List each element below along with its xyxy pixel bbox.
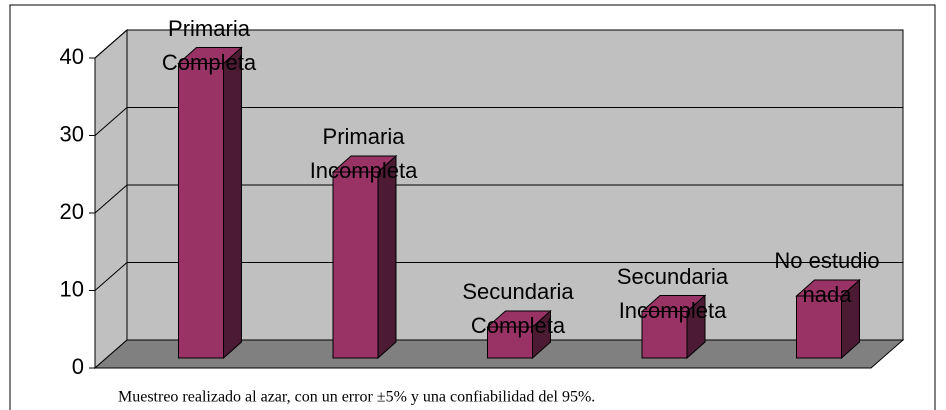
caption: Muestreo realizado al azar, con un error…: [118, 389, 595, 406]
category-label: Primaria Completa: [161, 15, 257, 75]
bar: [796, 295, 842, 359]
category-label: Secundaria Incompleta: [616, 263, 729, 323]
y-tick-label: 0: [72, 354, 84, 379]
bar: [332, 171, 379, 359]
grid-line: [94, 29, 128, 59]
bar: [178, 63, 224, 359]
y-tick-label: 10: [60, 276, 84, 301]
category-label: Secundaria Completa: [462, 279, 574, 338]
bar-side: [223, 46, 242, 360]
category-label: No estudio nada: [774, 248, 880, 307]
y-tick-label: 20: [60, 199, 84, 224]
category-label: Primaria Incompleta: [309, 124, 418, 183]
bar: [641, 311, 688, 359]
bar: [487, 326, 533, 359]
grid-line: [94, 184, 128, 214]
y-tick-label: 40: [60, 44, 84, 69]
y-tick-label: 30: [60, 121, 84, 146]
grid-line: [94, 262, 128, 291]
grid-line: [94, 107, 128, 136]
frame: [9, 4, 936, 410]
